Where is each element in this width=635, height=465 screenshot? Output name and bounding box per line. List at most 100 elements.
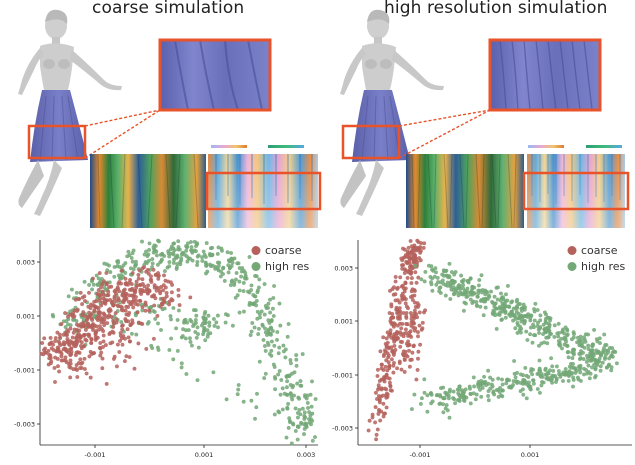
scatter-point-high-res [532, 333, 536, 338]
scatter-point-coarse [169, 290, 174, 295]
scatter-point-coarse [389, 320, 394, 325]
scatter-point-high-res [239, 274, 244, 279]
scatter-point-coarse [176, 293, 181, 298]
scatter-point-high-res [251, 302, 256, 307]
scatter-point-high-res [448, 387, 452, 392]
scatter-point-high-res [447, 261, 452, 266]
scatter-point-high-res [128, 266, 133, 271]
scatter-point-high-res [237, 310, 242, 315]
scatter-point-high-res [556, 321, 561, 326]
scatter-point-high-res [602, 332, 607, 337]
scatter-point-high-res [201, 332, 206, 337]
scatter-point-high-res [537, 358, 542, 363]
scatter-point-high-res [184, 248, 189, 253]
scatter-point-coarse [146, 283, 151, 288]
scatter-point-high-res [470, 301, 475, 305]
scatter-point-high-res [162, 254, 167, 258]
scatter-point-high-res [289, 441, 294, 446]
scatter-point-coarse [118, 339, 122, 343]
scatter-point-high-res [589, 351, 594, 356]
scatter-point-high-res [263, 303, 268, 308]
scatter-point-coarse [88, 306, 93, 311]
y-tick-label: 0.003 [334, 264, 353, 272]
scatter-point-coarse [155, 313, 160, 318]
scatter-point-high-res [216, 245, 221, 250]
scatter-point-high-res [568, 361, 573, 366]
scatter-point-high-res [276, 372, 281, 377]
scatter-point-high-res [226, 263, 231, 268]
scatter-point-high-res [294, 353, 299, 358]
scatter-point-high-res [179, 361, 184, 366]
scatter-point-high-res [474, 300, 479, 305]
scatter-point-high-res [201, 321, 206, 326]
scatter-point-high-res [133, 264, 138, 269]
scatter-point-coarse [129, 300, 134, 305]
scatter-point-high-res [604, 348, 609, 353]
scatter-point-coarse [381, 335, 386, 340]
scatter-point-high-res [486, 368, 491, 373]
scatter-point-high-res [433, 266, 438, 271]
scatter-point-high-res [152, 243, 157, 248]
scatter-point-high-res [434, 393, 439, 398]
scatter-point-coarse [101, 339, 106, 344]
scatter-point-high-res [271, 362, 276, 367]
scatter-point-high-res [277, 345, 282, 350]
scatter-point-high-res [545, 341, 550, 346]
scatter-point-coarse [78, 357, 83, 362]
scatter-point-high-res [295, 415, 300, 420]
scatter-point-coarse [385, 394, 390, 399]
scatter-point-high-res [300, 406, 305, 411]
scatter-point-high-res [573, 370, 578, 375]
scatter-point-high-res [537, 366, 542, 371]
scatter-point-coarse [113, 311, 118, 316]
scatter-point-high-res [66, 294, 71, 299]
scatter-point-high-res [310, 379, 314, 384]
scatter-point-coarse [413, 304, 418, 309]
scatter-point-high-res [294, 357, 299, 362]
scatter-point-coarse [46, 362, 51, 367]
scatter-point-high-res [525, 338, 530, 342]
scatter-point-coarse [53, 339, 58, 344]
scatter-point-high-res [180, 334, 185, 339]
scatter-point-high-res [235, 392, 240, 397]
scatter-point-high-res [293, 406, 298, 411]
scatter-point-coarse [391, 363, 396, 368]
scatter-point-high-res [185, 241, 190, 246]
scatter-point-coarse [143, 308, 148, 313]
scatter-point-high-res [169, 336, 174, 341]
scatter-point-high-res [499, 291, 503, 296]
scatter-point-high-res [600, 360, 605, 365]
scatter-point-coarse [402, 369, 407, 374]
scatter-point-coarse [118, 333, 123, 338]
scatter-point-high-res [288, 391, 293, 396]
scatter-point-coarse [385, 368, 390, 373]
scatter-point-high-res [269, 318, 274, 323]
scatter-point-high-res [485, 290, 490, 295]
scatter-point-high-res [204, 271, 208, 276]
scatter-point-high-res [512, 371, 517, 376]
scatter-point-high-res [532, 307, 537, 312]
scatter-point-high-res [425, 409, 430, 414]
scatter-point-high-res [535, 308, 540, 312]
scatter-point-high-res [230, 257, 234, 262]
scatter-point-high-res [448, 297, 453, 301]
scatter-point-coarse [397, 361, 402, 366]
scatter-point-high-res [69, 287, 74, 292]
scatter-point-coarse [409, 320, 414, 325]
scatter-point-high-res [200, 255, 205, 260]
scatter-point-coarse [138, 289, 143, 294]
scatter-point-coarse [401, 353, 406, 358]
scatter-point-high-res [500, 377, 504, 382]
scatter-point-high-res [181, 327, 186, 332]
scatter-point-coarse [376, 394, 381, 399]
scatter-point-high-res [528, 325, 533, 330]
scatter-point-high-res [166, 251, 171, 256]
scatter-point-coarse [408, 256, 413, 261]
scatter-point-high-res [451, 396, 456, 401]
scatter-point-high-res [158, 252, 163, 257]
scatter-point-high-res [484, 383, 489, 388]
scatter-point-high-res [490, 377, 495, 382]
scatter-point-high-res [241, 280, 246, 285]
scatter-point-coarse [102, 279, 106, 284]
scatter-point-high-res [585, 353, 589, 358]
